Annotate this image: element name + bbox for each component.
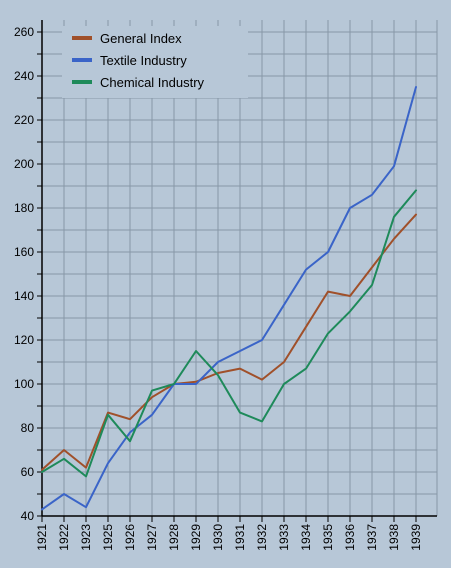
y-tick-label: 60 — [21, 465, 35, 479]
x-tick-label: 1927 — [145, 524, 159, 551]
legend-label: Chemical Industry — [100, 75, 205, 90]
x-tick-label: 1922 — [57, 524, 71, 551]
series-line-general-index — [41, 213, 417, 471]
x-tick-label: 1925 — [101, 524, 115, 551]
x-tick-label: 1930 — [211, 524, 225, 551]
y-tick-label: 140 — [14, 289, 34, 303]
x-tick-label: 1932 — [255, 524, 269, 551]
x-tick-label: 1935 — [321, 524, 335, 551]
x-tick-label: 1926 — [123, 524, 137, 551]
legend-label: General Index — [100, 31, 182, 46]
series-lines — [41, 86, 417, 511]
x-tick-label: 1928 — [167, 524, 181, 551]
x-tick-label: 1937 — [365, 524, 379, 551]
y-tick-label: 80 — [21, 421, 35, 435]
y-tick-label: 220 — [14, 113, 34, 127]
y-tick-label: 100 — [14, 377, 34, 391]
x-axis-ticks: 1921 1922 1923 1925 1926 1927 1928 1929 1930 1931… — [35, 516, 423, 551]
series-line-textile-industry — [41, 86, 417, 511]
y-axis-ticks: 40 60 80 100 120 140 160 180 200 220 240 260 — [14, 25, 42, 523]
legend: General Index Textile Industry Chemical In… — [62, 26, 248, 98]
x-tick-label: 1938 — [387, 524, 401, 551]
x-tick-label: 1939 — [409, 524, 423, 551]
y-tick-label: 240 — [14, 69, 34, 83]
x-tick-label: 1931 — [233, 524, 247, 551]
y-tick-label: 160 — [14, 245, 34, 259]
x-tick-label: 1933 — [277, 524, 291, 551]
y-tick-label: 40 — [21, 509, 35, 523]
y-tick-label: 180 — [14, 201, 34, 215]
legend-label: Textile Industry — [100, 53, 187, 68]
y-tick-label: 200 — [14, 157, 34, 171]
y-tick-label: 260 — [14, 25, 34, 39]
x-tick-label: 1929 — [189, 524, 203, 551]
legend-box — [62, 26, 248, 98]
series-line-chemical-industry — [41, 189, 417, 478]
x-tick-label: 1934 — [299, 524, 313, 551]
x-tick-label: 1936 — [343, 524, 357, 551]
y-tick-label: 120 — [14, 333, 34, 347]
x-tick-label: 1923 — [79, 524, 93, 551]
x-tick-label: 1921 — [35, 524, 49, 551]
